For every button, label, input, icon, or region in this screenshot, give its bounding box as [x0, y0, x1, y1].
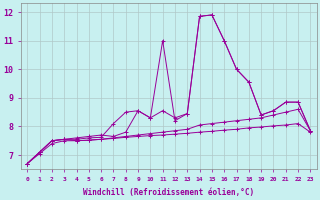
X-axis label: Windchill (Refroidissement éolien,°C): Windchill (Refroidissement éolien,°C) [83, 188, 254, 197]
